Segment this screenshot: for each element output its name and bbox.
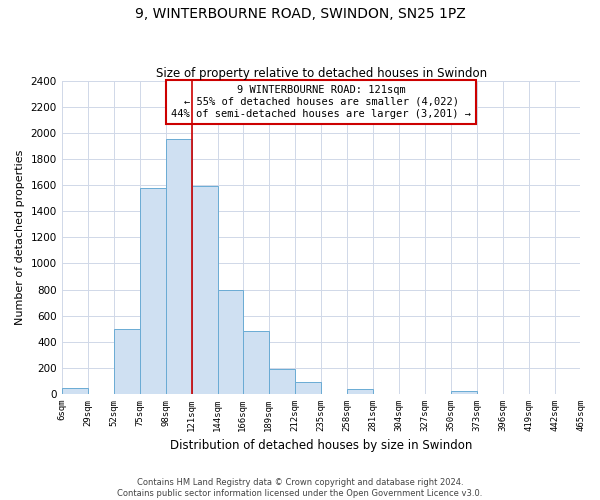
X-axis label: Distribution of detached houses by size in Swindon: Distribution of detached houses by size …: [170, 440, 472, 452]
Bar: [191, 186, 218, 394]
Bar: [218, 290, 242, 394]
Bar: [451, 392, 476, 394]
Bar: [242, 332, 269, 394]
Bar: [62, 388, 88, 394]
Bar: [295, 382, 320, 394]
Bar: [113, 329, 140, 394]
Bar: [269, 369, 295, 394]
Text: 9, WINTERBOURNE ROAD, SWINDON, SN25 1PZ: 9, WINTERBOURNE ROAD, SWINDON, SN25 1PZ: [134, 8, 466, 22]
Bar: [140, 188, 166, 394]
Bar: [166, 140, 191, 394]
Title: Size of property relative to detached houses in Swindon: Size of property relative to detached ho…: [155, 66, 487, 80]
Text: Contains HM Land Registry data © Crown copyright and database right 2024.
Contai: Contains HM Land Registry data © Crown c…: [118, 478, 482, 498]
Bar: [347, 390, 373, 394]
Y-axis label: Number of detached properties: Number of detached properties: [15, 150, 25, 325]
Text: 9 WINTERBOURNE ROAD: 121sqm
← 55% of detached houses are smaller (4,022)
44% of : 9 WINTERBOURNE ROAD: 121sqm ← 55% of det…: [171, 86, 471, 118]
